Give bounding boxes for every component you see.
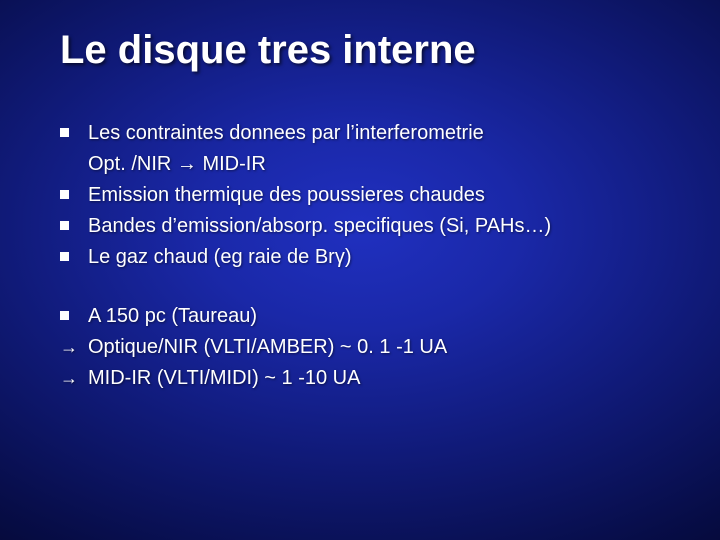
list-item-text: A 150 pc (Taureau) <box>88 302 670 331</box>
list-item: Opt. /NIR → MID-IR <box>60 150 670 179</box>
list-item-text: Emission thermique des poussieres chaude… <box>88 181 670 210</box>
bullet-group-2: A 150 pc (Taureau) Optique/NIR (VLTI/AMB… <box>60 302 670 393</box>
list-item-text: Optique/NIR (VLTI/AMBER) ~ 0. 1 -1 UA <box>88 333 670 362</box>
bullet-arrow-icon <box>60 333 88 360</box>
bullet-square-icon <box>60 119 88 137</box>
list-item-text: MID-IR (VLTI/MIDI) ~ 1 -10 UA <box>88 364 670 393</box>
list-item-text: Bandes d’emission/absorp. specifiques (S… <box>88 212 670 241</box>
list-item: Les contraintes donnees par l’interferom… <box>60 119 670 148</box>
bullet-square-icon <box>60 212 88 230</box>
list-item: Emission thermique des poussieres chaude… <box>60 181 670 210</box>
bullet-square-icon <box>60 181 88 199</box>
list-item-text: Les contraintes donnees par l’interferom… <box>88 119 670 148</box>
bullet-square-icon <box>60 302 88 320</box>
list-item: Bandes d’emission/absorp. specifiques (S… <box>60 212 670 241</box>
bullet-group-1: Les contraintes donnees par l’interferom… <box>60 119 670 272</box>
list-item-text: Opt. /NIR → MID-IR <box>88 150 670 179</box>
slide-title: Le disque tres interne <box>60 28 670 73</box>
bullet-arrow-icon <box>60 364 88 391</box>
list-item: Optique/NIR (VLTI/AMBER) ~ 0. 1 -1 UA <box>60 333 670 362</box>
list-item: A 150 pc (Taureau) <box>60 302 670 331</box>
list-item: MID-IR (VLTI/MIDI) ~ 1 -10 UA <box>60 364 670 393</box>
bullet-square-icon <box>60 243 88 261</box>
slide: Le disque tres interne Les contraintes d… <box>0 0 720 540</box>
list-item-text: Le gaz chaud (eg raie de Brγ) <box>88 243 670 272</box>
list-item: Le gaz chaud (eg raie de Brγ) <box>60 243 670 272</box>
bullet-none <box>60 150 88 159</box>
